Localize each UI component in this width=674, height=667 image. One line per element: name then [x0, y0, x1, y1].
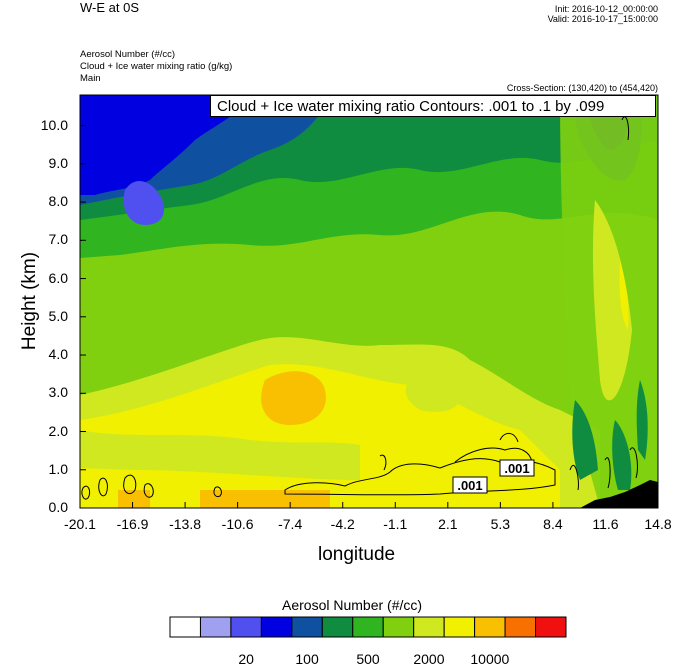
cross-section-label: Cross-Section: (130,420) to (454,420) [506, 83, 658, 93]
x-tick-label: -13.8 [169, 516, 202, 532]
contour-label: .001 [504, 461, 529, 476]
contour-label-box [452, 476, 488, 494]
colorbar-swatch [199, 616, 232, 638]
field-label-aerosol: Aerosol Number (#/cc) [80, 49, 176, 60]
colorbar-title: Aerosol Number (#/cc) [282, 597, 423, 613]
y-tick-label: 2.0 [48, 422, 68, 439]
colorbar-label: 20 [238, 651, 254, 667]
y-axis-label: Height (km) [19, 251, 40, 351]
x-tick-label: -16.9 [116, 516, 149, 532]
colorbar-label: 10000 [470, 651, 510, 667]
plot-title: W-E at 0S [80, 0, 140, 15]
colorbar-swatch [443, 616, 476, 638]
colorbar-swatch [321, 616, 354, 638]
y-tick-label: 0.0 [48, 499, 68, 515]
x-tick-label: -1.1 [383, 516, 408, 532]
colorbar-swatch [382, 616, 415, 638]
field-label-main: Main [80, 73, 101, 84]
colorbar-swatch [535, 616, 567, 638]
colorbar-swatch [413, 616, 445, 638]
colorbar-swatch [260, 616, 293, 638]
colorbar [169, 616, 567, 638]
y-tick-label: 9.0 [48, 154, 68, 171]
colorbar-swatch [352, 616, 384, 638]
contour-info-box: Cloud + Ice water mixing ratio Contours:… [210, 95, 656, 117]
y-tick-label: 3.0 [48, 384, 68, 401]
contour-label: .001 [457, 478, 482, 493]
y-tick-label: 5.0 [48, 307, 68, 324]
valid-time: Valid: 2016-10-17_15:00:00 [547, 14, 658, 24]
x-tick-label: -20.1 [64, 516, 96, 532]
y-tick-label: 8.0 [48, 193, 68, 210]
axis-ticks [79, 125, 659, 509]
colorbar-swatch [474, 616, 506, 638]
colorbar-swatch [169, 616, 201, 638]
x-tick-label: -4.2 [330, 516, 355, 532]
y-tick-label: 7.0 [48, 231, 68, 248]
colorbar-swatch [291, 616, 323, 638]
colorbar-label: 2000 [413, 651, 445, 667]
x-tick-label: 5.3 [490, 516, 511, 532]
colorbar-swatch [230, 616, 262, 638]
colorbar-label: 100 [295, 651, 319, 667]
x-tick-label: 2.1 [438, 516, 458, 532]
aerosol-field [80, 95, 658, 508]
init-time: Init: 2016-10-12_00:00:00 [554, 4, 658, 14]
y-tick-label: 4.0 [48, 346, 68, 363]
x-tick-label: 8.4 [543, 516, 563, 532]
colorbar-label: 500 [356, 651, 380, 667]
y-tick-label: 6.0 [48, 269, 68, 286]
x-tick-label: -7.4 [278, 516, 303, 532]
y-tick-label: 1.0 [48, 460, 68, 477]
x-tick-label: -10.6 [221, 516, 254, 532]
colorbar-swatch [504, 616, 537, 638]
field-label-cloud: Cloud + Ice water mixing ratio (g/kg) [80, 61, 233, 72]
contour-label-box [499, 459, 535, 477]
y-tick-label: 10.0 [40, 116, 68, 133]
x-tick-label: 11.6 [592, 516, 619, 532]
x-tick-label: 14.8 [644, 516, 672, 532]
x-axis-label: longitude [318, 544, 396, 565]
